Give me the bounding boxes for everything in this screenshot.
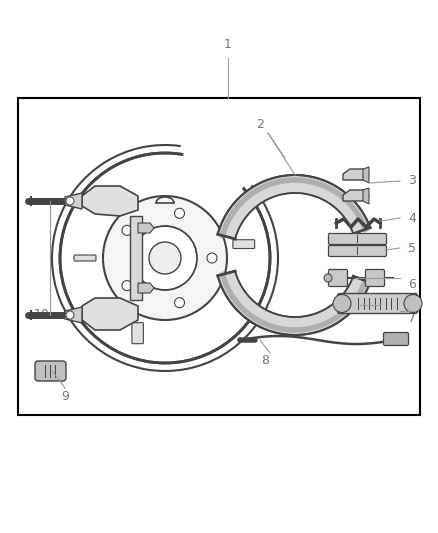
Polygon shape [82, 186, 138, 216]
FancyBboxPatch shape [74, 255, 96, 261]
Text: 2: 2 [256, 118, 264, 132]
Polygon shape [138, 223, 154, 233]
Circle shape [324, 274, 332, 282]
Circle shape [333, 295, 351, 312]
FancyBboxPatch shape [338, 294, 417, 313]
Circle shape [103, 196, 227, 320]
FancyBboxPatch shape [328, 246, 386, 256]
FancyBboxPatch shape [132, 322, 143, 344]
Circle shape [174, 208, 184, 219]
Polygon shape [218, 271, 370, 335]
Circle shape [133, 226, 197, 290]
Text: 7: 7 [408, 311, 416, 325]
Circle shape [122, 225, 132, 236]
Text: 1: 1 [224, 38, 232, 52]
Circle shape [207, 253, 217, 263]
Polygon shape [343, 169, 369, 180]
Circle shape [60, 153, 270, 363]
Polygon shape [343, 190, 369, 201]
Polygon shape [65, 307, 82, 323]
FancyBboxPatch shape [328, 233, 386, 245]
Text: 3: 3 [408, 174, 416, 188]
Polygon shape [218, 175, 370, 239]
Polygon shape [363, 167, 369, 183]
Circle shape [66, 197, 74, 205]
Circle shape [149, 242, 181, 274]
FancyBboxPatch shape [365, 270, 385, 287]
FancyBboxPatch shape [328, 270, 347, 287]
Text: 9: 9 [61, 390, 69, 402]
Polygon shape [138, 283, 154, 293]
Text: 8: 8 [261, 354, 269, 367]
Text: 10: 10 [34, 309, 50, 321]
Bar [130, 216, 142, 300]
Circle shape [174, 298, 184, 308]
Text: 5: 5 [408, 241, 416, 254]
Text: 4: 4 [408, 212, 416, 224]
Polygon shape [82, 298, 138, 330]
Circle shape [122, 281, 132, 290]
Wedge shape [165, 152, 244, 258]
FancyBboxPatch shape [233, 240, 254, 248]
Polygon shape [65, 193, 82, 209]
FancyBboxPatch shape [384, 333, 409, 345]
Circle shape [66, 311, 74, 319]
Text: 6: 6 [408, 279, 416, 292]
Bar [18, 98, 420, 415]
Circle shape [404, 295, 422, 312]
FancyBboxPatch shape [35, 361, 66, 381]
Polygon shape [363, 188, 369, 204]
